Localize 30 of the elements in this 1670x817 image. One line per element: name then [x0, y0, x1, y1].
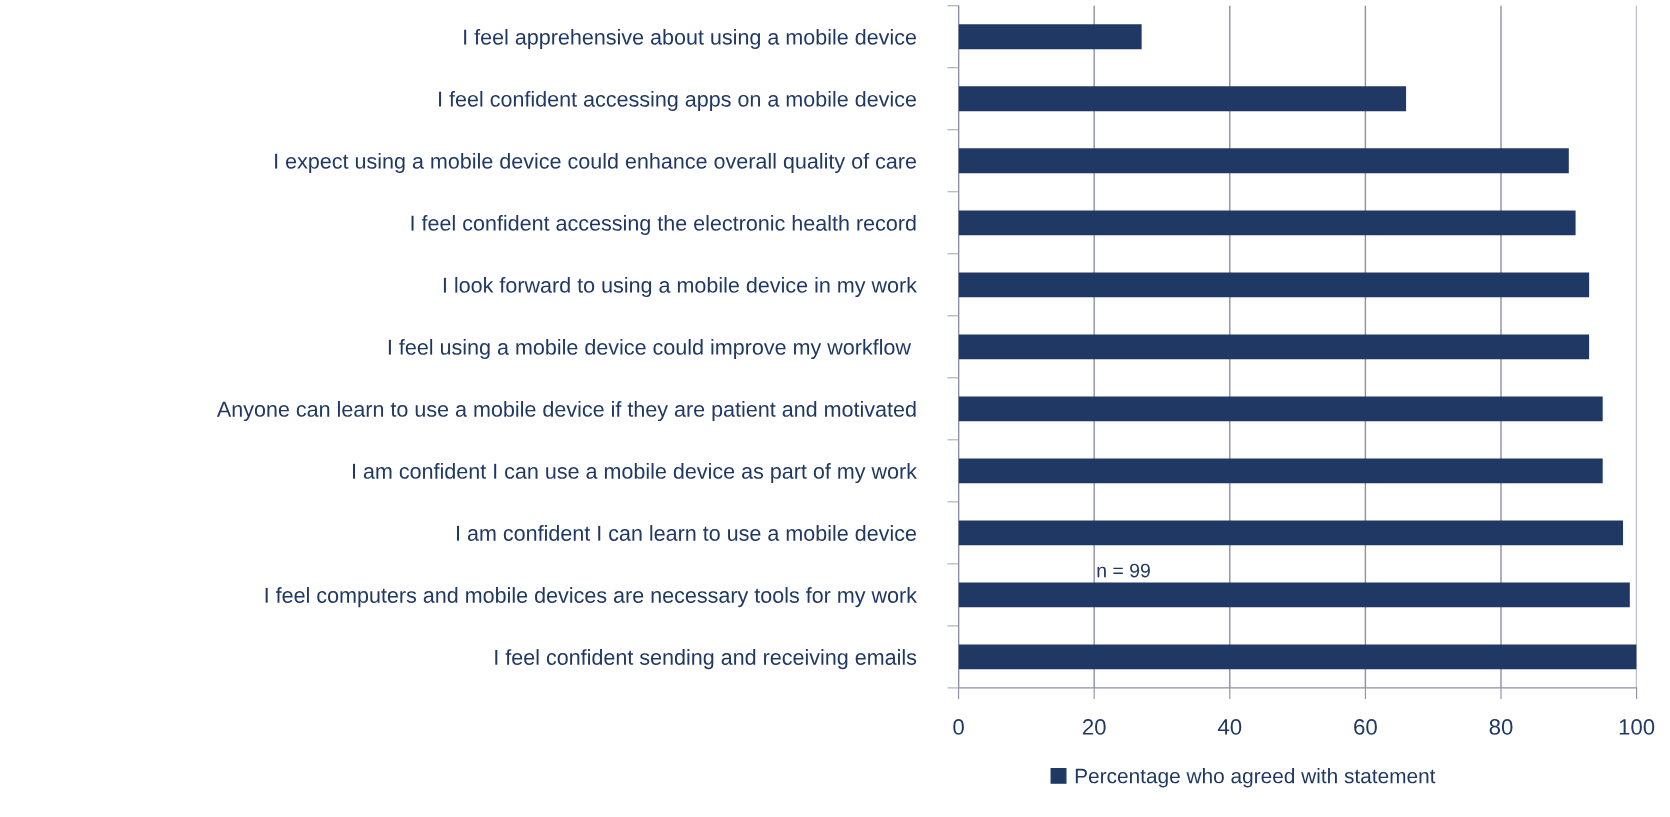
y-tick-label: I feel apprehensive about using a mobile device — [464, 28, 916, 49]
y-tick-label: Anyone can learn to use a mobile device if they are patient and motivated — [216, 401, 916, 422]
x-tick-label: 80 — [1489, 719, 1513, 735]
y-tick-label: I feel computers and mobile devices are necessary tools for my work — [265, 587, 917, 608]
y-tick-label: I am confident I can learn to use a mobile device — [457, 525, 916, 541]
y-tick-label: I feel confident accessing apps on a mobile device — [439, 90, 916, 112]
bar — [958, 334, 1590, 360]
y-tick-label: I feel confident sending and receiving emails — [495, 649, 917, 670]
bar — [958, 582, 1630, 608]
x-tick-label: 40 — [1217, 719, 1242, 735]
y-tick-label: I feel using a mobile device could improve my workflow — [388, 339, 912, 360]
bar — [958, 148, 1569, 174]
bar — [958, 458, 1603, 484]
bar — [958, 86, 1407, 112]
x-tick-label: 20 — [1082, 719, 1106, 735]
bar — [958, 520, 1624, 546]
bar — [958, 24, 1142, 50]
x-tick-label: 60 — [1354, 719, 1377, 735]
bar — [958, 210, 1576, 236]
bar — [958, 396, 1603, 422]
y-tick-label: I expect using a mobile device could enhance overall quality of care — [275, 152, 916, 174]
legend-label: Percentage who agreed with statement — [1075, 768, 1436, 788]
x-tick-label: 100 — [1619, 719, 1655, 735]
annotation: n = 99 — [1097, 563, 1150, 578]
y-tick-label: I feel confident accessing the electronic health record — [411, 214, 916, 236]
y-tick-label: I look forward to using a mobile device in my work — [443, 277, 917, 298]
bar — [958, 272, 1590, 298]
x-tick-label: 0 — [953, 719, 964, 735]
bar — [958, 644, 1637, 670]
y-tick-label: I am confident I can use a mobile device as part of my work — [352, 463, 917, 484]
